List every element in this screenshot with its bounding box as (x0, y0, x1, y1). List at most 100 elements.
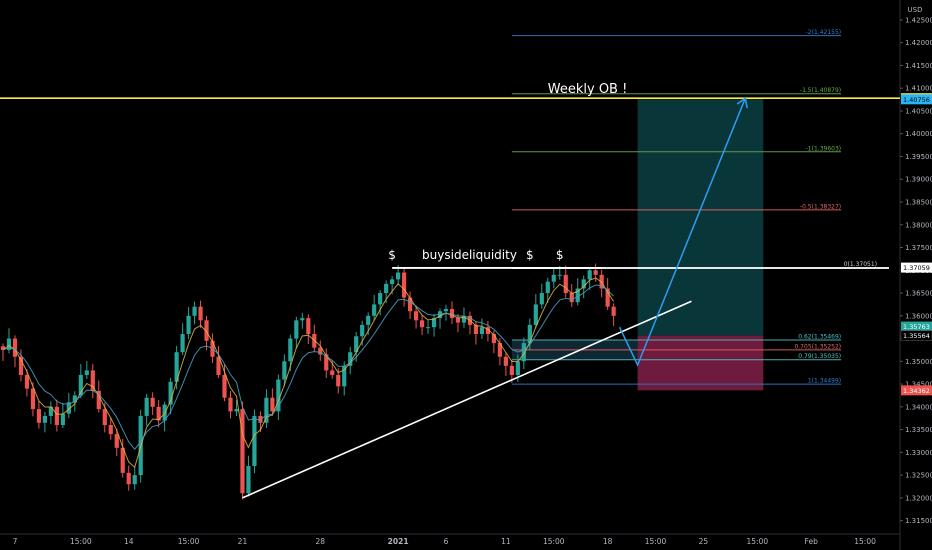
candle-body (587, 270, 592, 280)
fib-levels: -2(1.42155) -1.5(1.40879) -1(1.39603) -0.5(… (0, 29, 900, 385)
y-tick-label: 1.41000 (905, 85, 932, 93)
candle-body (539, 293, 544, 305)
candle-body (228, 397, 233, 412)
candle-body (419, 320, 425, 328)
y-tick-label: 1.33000 (905, 449, 932, 457)
candle-body (569, 293, 574, 303)
y-tick-label: 1.34000 (905, 403, 932, 411)
price-label-text: 1.35763 (903, 323, 930, 331)
x-tick-label: 2021 (388, 537, 409, 546)
x-tick-label: 25 (699, 537, 709, 546)
moving-average-line (2, 284, 614, 450)
candle-body (330, 370, 335, 375)
y-tick-label: 1.36000 (905, 312, 932, 320)
candle-body (443, 308, 449, 312)
candle-body (479, 327, 485, 334)
x-tick-label: 14 (124, 537, 134, 546)
x-tick-label: 15:00 (645, 537, 667, 546)
candle-body (378, 293, 383, 305)
trendline (242, 300, 692, 499)
candle-body (72, 395, 77, 403)
x-tick-label: 7 (13, 537, 18, 546)
x-tick-label: 15:00 (543, 537, 565, 546)
candle-body (252, 415, 257, 466)
candle-body (6, 338, 12, 350)
candle-body (96, 390, 101, 410)
y-tick-label: 1.32000 (905, 494, 932, 502)
price-axis[interactable]: USD 1.42500 1.42000 1.41500 1.41000 1.40500 1.… (900, 6, 932, 525)
candle-body (12, 338, 18, 357)
y-tick-label: 1.39500 (905, 153, 932, 161)
price-label-text: 1.34362 (903, 387, 930, 395)
fib-level-label: 0(1.37051) (844, 261, 877, 268)
candle-body (36, 409, 42, 423)
price-label-text: 1.40756 (903, 96, 930, 104)
candle-body (222, 374, 227, 398)
candle-body (60, 413, 65, 426)
candle-body (473, 324, 479, 334)
candle-body (342, 365, 347, 387)
price-label-badge (900, 330, 932, 341)
x-tick-label: 15:00 (70, 537, 92, 546)
price-label-badge (901, 321, 932, 332)
candle-body (144, 397, 149, 416)
candle-body (461, 315, 467, 323)
weekly-ob-label: Weekly OB ! (548, 82, 628, 97)
candle-body (384, 283, 389, 294)
candle-body (90, 370, 95, 391)
target-zone-rect (637, 99, 764, 336)
liquidity-marker: $ (388, 248, 396, 262)
candle-body (605, 288, 610, 307)
candle-body (78, 374, 83, 396)
y-tick-label: 1.35000 (905, 358, 932, 366)
candle-body (132, 475, 137, 485)
candle-body (366, 315, 371, 325)
projection-path (618, 97, 746, 367)
fib-level-label: -2(1.42155) (806, 29, 841, 36)
candle-body (42, 415, 47, 423)
y-tick-label: 1.42000 (905, 39, 932, 47)
candle-body (402, 272, 407, 298)
candle-body (84, 370, 89, 375)
price-label-badge (901, 262, 932, 273)
x-tick-label: 18 (603, 537, 613, 546)
candle-body (174, 352, 179, 382)
y-tick-label: 1.40000 (905, 130, 932, 138)
candle-body (336, 374, 341, 387)
price-label-badge (901, 94, 932, 105)
candle-body (276, 379, 281, 412)
candle-body (497, 343, 502, 357)
moving-averages (2, 277, 615, 469)
candle-body (575, 288, 580, 303)
candles (0, 263, 616, 500)
candle-body (557, 274, 562, 276)
candle-body (300, 318, 305, 321)
candle-body (407, 297, 413, 312)
moving-average-line (2, 277, 615, 469)
price-label-text: 1.35564 (903, 332, 930, 340)
y-tick-label: 1.37500 (905, 244, 932, 252)
candle-body (54, 406, 59, 426)
candle-body (264, 397, 269, 423)
candle-body (282, 361, 287, 380)
fib-level-label: 0.705(1.35252) (794, 343, 841, 350)
candle-body (521, 343, 526, 362)
candle-body (294, 320, 299, 339)
liquidity-label: buysideliquidity (422, 248, 517, 262)
y-tick-label: 1.38000 (905, 221, 932, 229)
y-tick-label: 1.31500 (905, 517, 932, 525)
candle-body (240, 409, 245, 494)
candle-body (324, 354, 329, 371)
x-tick-label: 15:00 (747, 537, 769, 546)
candle-body (30, 388, 36, 410)
x-tick-label: 15:00 (178, 537, 200, 546)
candle-body (527, 324, 532, 344)
candle-body (18, 356, 24, 375)
time-axis[interactable]: 7 15:00 14 15:00 21 28 2021 6 11 15:00 18 15:00 25 15… (13, 537, 877, 546)
y-tick-label: 1.32500 (905, 472, 932, 480)
candle-body (563, 274, 568, 294)
candle-body (126, 472, 131, 485)
candle-body (156, 406, 161, 421)
fib-level-label: -1.5(1.40879) (800, 87, 841, 94)
